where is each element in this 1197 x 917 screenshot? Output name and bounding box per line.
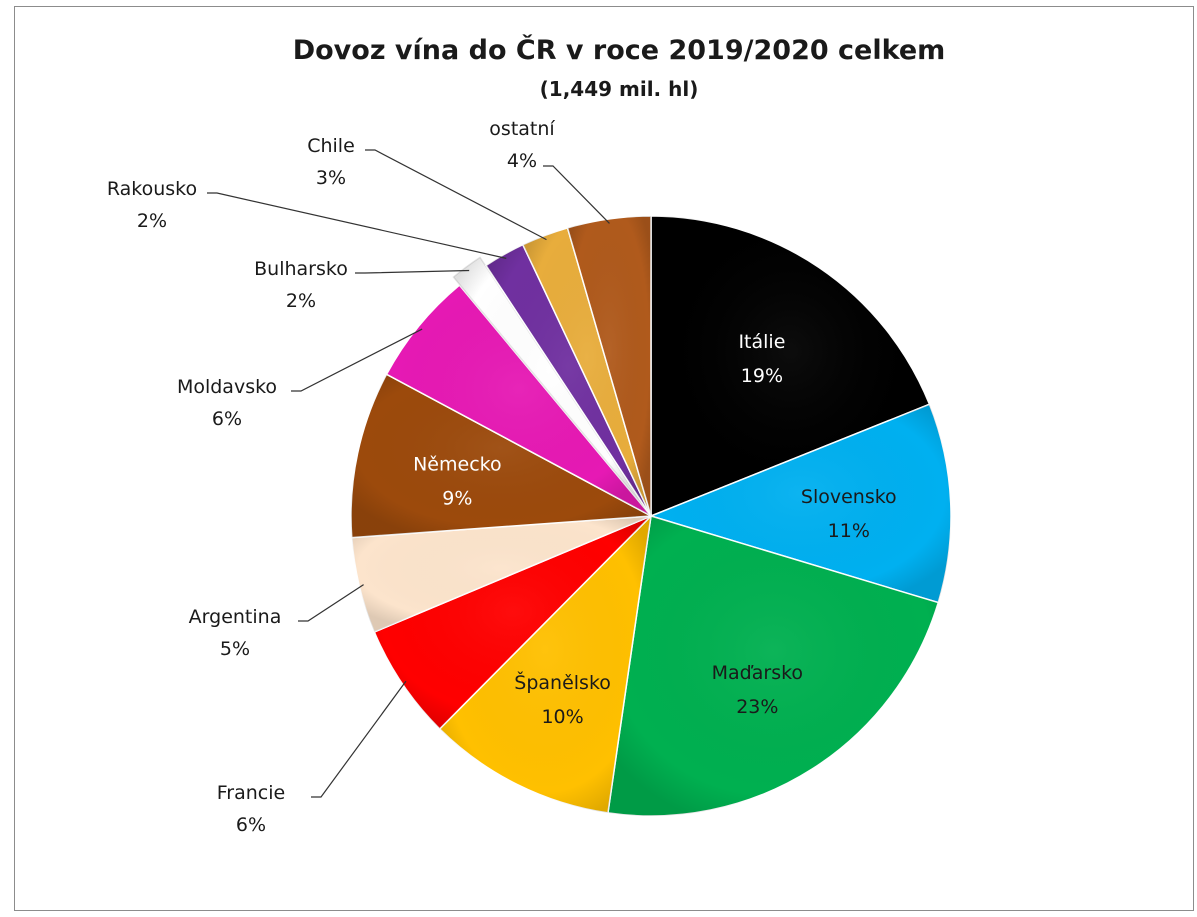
pie-slice-shade-7 [351,374,651,538]
slice-percent-label-10: 2% [137,210,167,232]
pie-slice-shade-8 [386,285,651,516]
slice-name-label-11: Chile [307,135,355,157]
slice-name-label-12: ostatní [489,118,555,140]
slice-percent-label-5: 6% [236,814,266,836]
slice-name-label-9: Bulharsko [254,258,348,280]
pie-slice-shade-10 [486,244,651,516]
chart-title: Dovoz vína do ČR v roce 2019/2020 celkem [293,34,946,66]
slice-percent-label-4: 10% [541,706,583,728]
slice-name-label-4: Španělsko [514,670,611,694]
leader-lines [207,149,610,798]
slice-percent-label-12: 4% [507,150,537,172]
slice-name-label-8: Moldavsko [177,376,277,398]
leader-line-6 [298,584,364,622]
chart-subtitle: (1,449 mil. hl) [540,77,699,101]
slice-name-label-5: Francie [217,782,285,804]
slice-name-label-2: Slovensko [801,486,897,508]
pie-slice-shade-4 [439,516,651,813]
slice-percent-label-1: 19% [741,365,783,387]
pie-slice-shade-1 [651,216,930,516]
slice-percent-label-7: 9% [442,488,472,510]
pie-slice-shade-11 [522,227,651,516]
pie-slice-shade-5 [374,516,651,729]
leader-line-12 [543,165,610,224]
slice-name-label-7: Německo [413,454,502,476]
pie-slice-shade-2 [651,404,951,603]
leader-line-10 [207,192,507,259]
slice-name-label-6: Argentina [189,606,282,628]
slice-labels: Itálie 19% Slovensko 11% Maďarsko 23% Španělsk… [107,118,897,836]
slice-name-label-1: Itálie [738,331,785,353]
pie-slice-shade-9 [453,257,646,508]
pie-slice-shade-12 [567,216,651,516]
leader-line-8 [291,328,423,392]
pie-chart: Dovoz vína do ČR v roce 2019/2020 celkem… [107,34,952,836]
pie-slice-shade-3 [607,516,939,816]
slice-percent-label-3: 23% [736,696,778,718]
pie-slices [350,215,952,817]
slice-percent-label-8: 6% [212,408,242,430]
leader-line-5 [311,680,407,798]
leader-line-9 [355,269,470,274]
chart-frame: Dovoz vína do ČR v roce 2019/2020 celkem… [14,6,1194,911]
slice-name-label-3: Maďarsko [712,662,803,684]
slice-percent-label-2: 11% [828,520,870,542]
slice-percent-label-6: 5% [220,638,250,660]
pie-slice-shade-6 [351,516,651,632]
slice-name-label-10: Rakousko [107,178,197,200]
leader-line-11 [365,149,547,241]
slice-percent-label-9: 2% [286,290,316,312]
slice-percent-label-11: 3% [316,167,346,189]
